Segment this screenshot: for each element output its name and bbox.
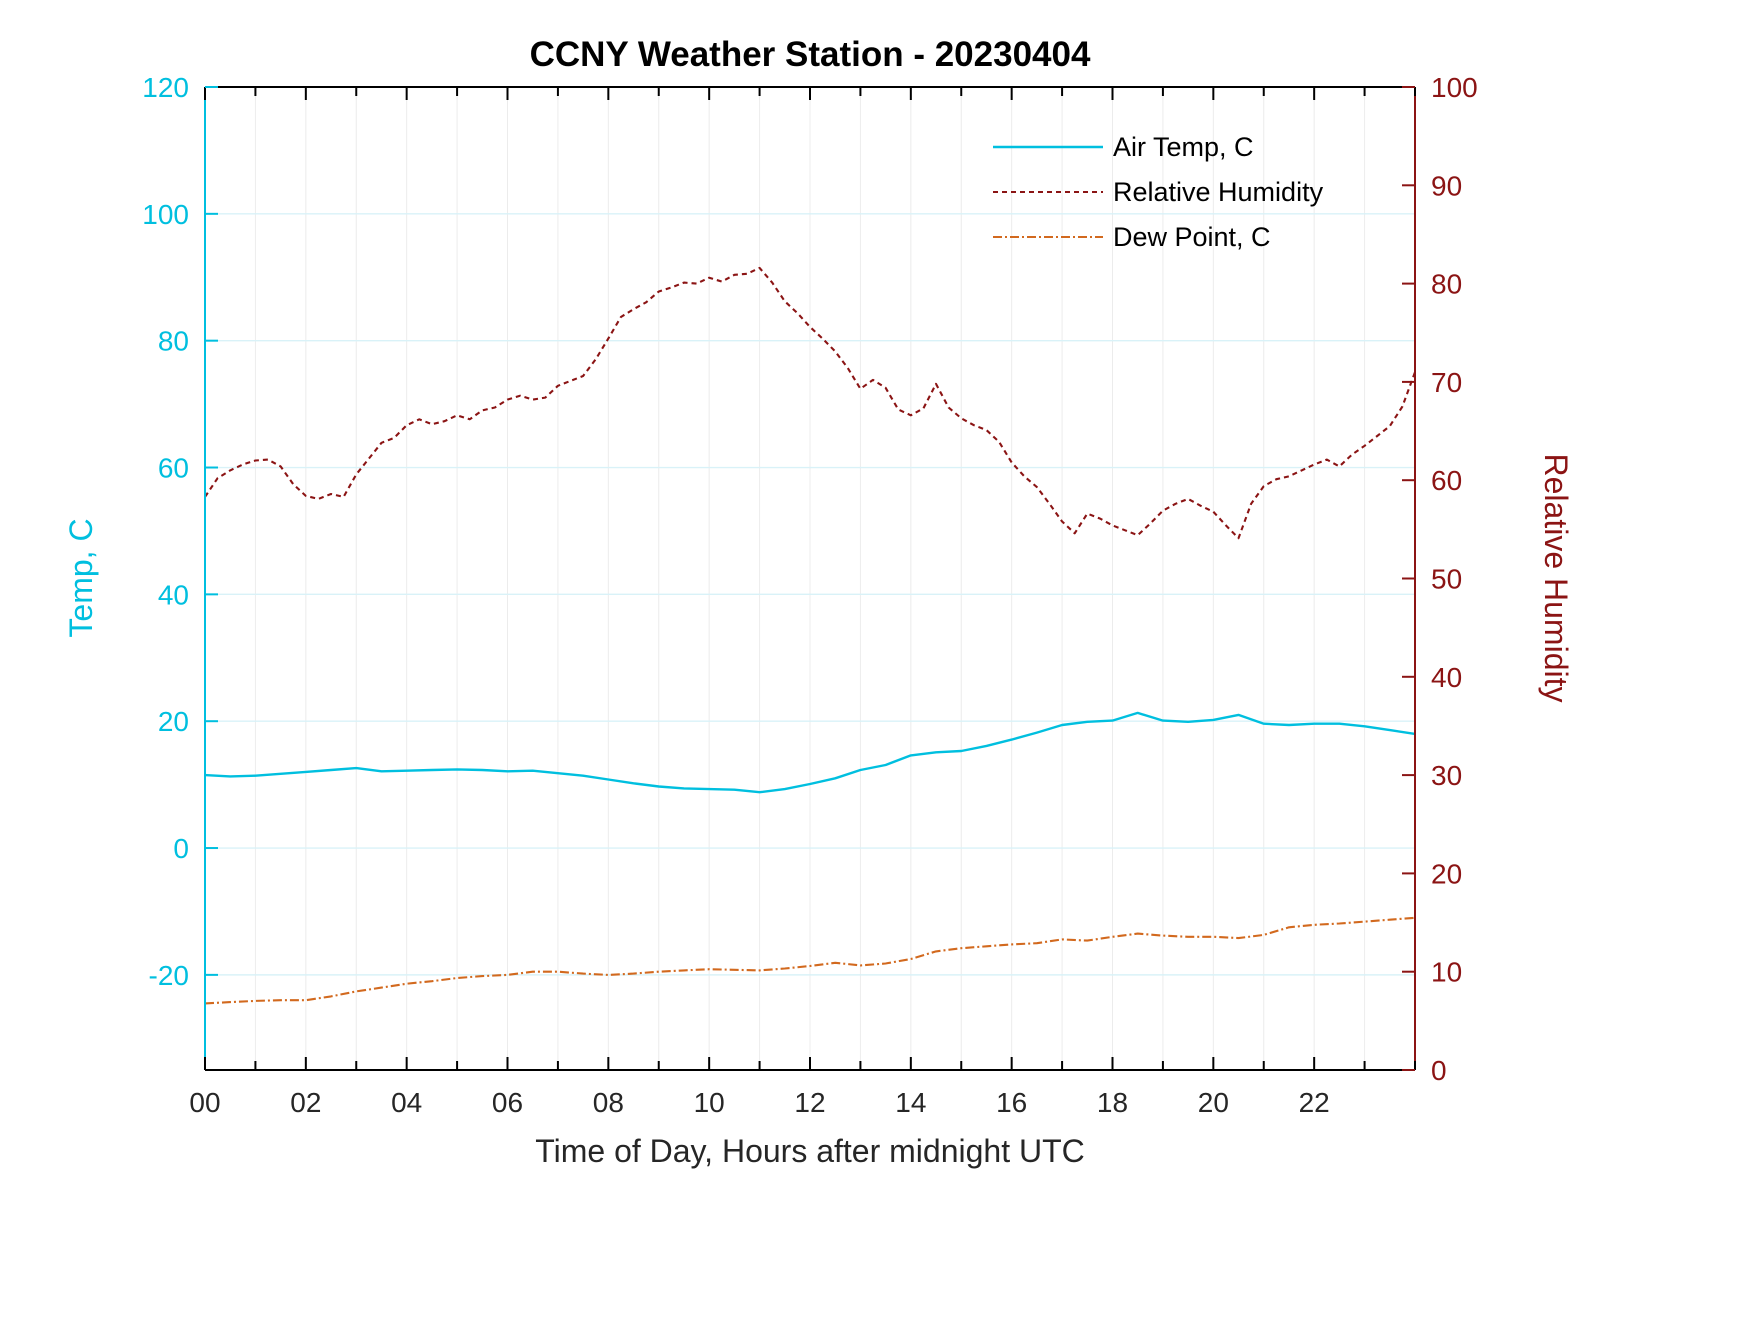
right-y-tick-label: 90	[1431, 170, 1462, 201]
chart-generated-layer: 00 02 04 06 08 10 12 14 16 18 20 22-200204060801001…	[142, 72, 1477, 1118]
right-y-tick-label: 80	[1431, 269, 1462, 300]
x-tick-label: 14	[895, 1087, 926, 1118]
x-tick-label: 16	[996, 1087, 1027, 1118]
right-y-tick-label: 70	[1431, 367, 1462, 398]
right-y-tick-label: 50	[1431, 564, 1462, 595]
right-y-tick-label: 30	[1431, 760, 1462, 791]
legend-label-relative-humidity: Relative Humidity	[1113, 177, 1324, 207]
right-y-tick-label: 100	[1431, 72, 1478, 103]
right-y-tick-label: 0	[1431, 1055, 1447, 1086]
x-tick-label: 04	[391, 1087, 422, 1118]
chart-title: CCNY Weather Station - 20230404	[530, 35, 1091, 74]
legend-label-dew-point: Dew Point, C	[1113, 222, 1271, 252]
left-y-axis-label: Temp, C	[63, 518, 99, 637]
right-y-tick-label: 60	[1431, 465, 1462, 496]
x-tick-label: 10	[694, 1087, 725, 1118]
x-tick-label: 18	[1097, 1087, 1128, 1118]
left-y-tick-label: 100	[142, 199, 189, 230]
x-tick-label: 02	[290, 1087, 321, 1118]
left-y-tick-label: 120	[142, 72, 189, 103]
left-y-tick-label: -20	[149, 960, 189, 991]
x-tick-label: 06	[492, 1087, 523, 1118]
legend-label-air-temp: Air Temp, C	[1113, 132, 1254, 162]
dew-point-line	[204, 916, 1416, 1005]
right-y-axis-label: Relative Humidity	[1538, 454, 1574, 703]
right-y-tick-label: 20	[1431, 858, 1462, 889]
left-y-tick-label: 40	[158, 579, 189, 610]
x-tick-label: 12	[794, 1087, 825, 1118]
x-tick-label: 20	[1198, 1087, 1229, 1118]
right-y-tick-label: 10	[1431, 957, 1462, 988]
x-tick-label: 08	[593, 1087, 624, 1118]
right-y-tick-label: 40	[1431, 662, 1462, 693]
x-tick-label: 22	[1299, 1087, 1330, 1118]
x-axis-label: Time of Day, Hours after midnight UTC	[535, 1133, 1084, 1169]
x-tick-label: 00	[189, 1087, 220, 1118]
left-y-tick-label: 20	[158, 706, 189, 737]
left-y-tick-label: 60	[158, 453, 189, 484]
left-y-tick-label: 80	[158, 326, 189, 357]
air-temp-line	[204, 711, 1416, 794]
left-y-tick-label: 0	[173, 833, 189, 864]
